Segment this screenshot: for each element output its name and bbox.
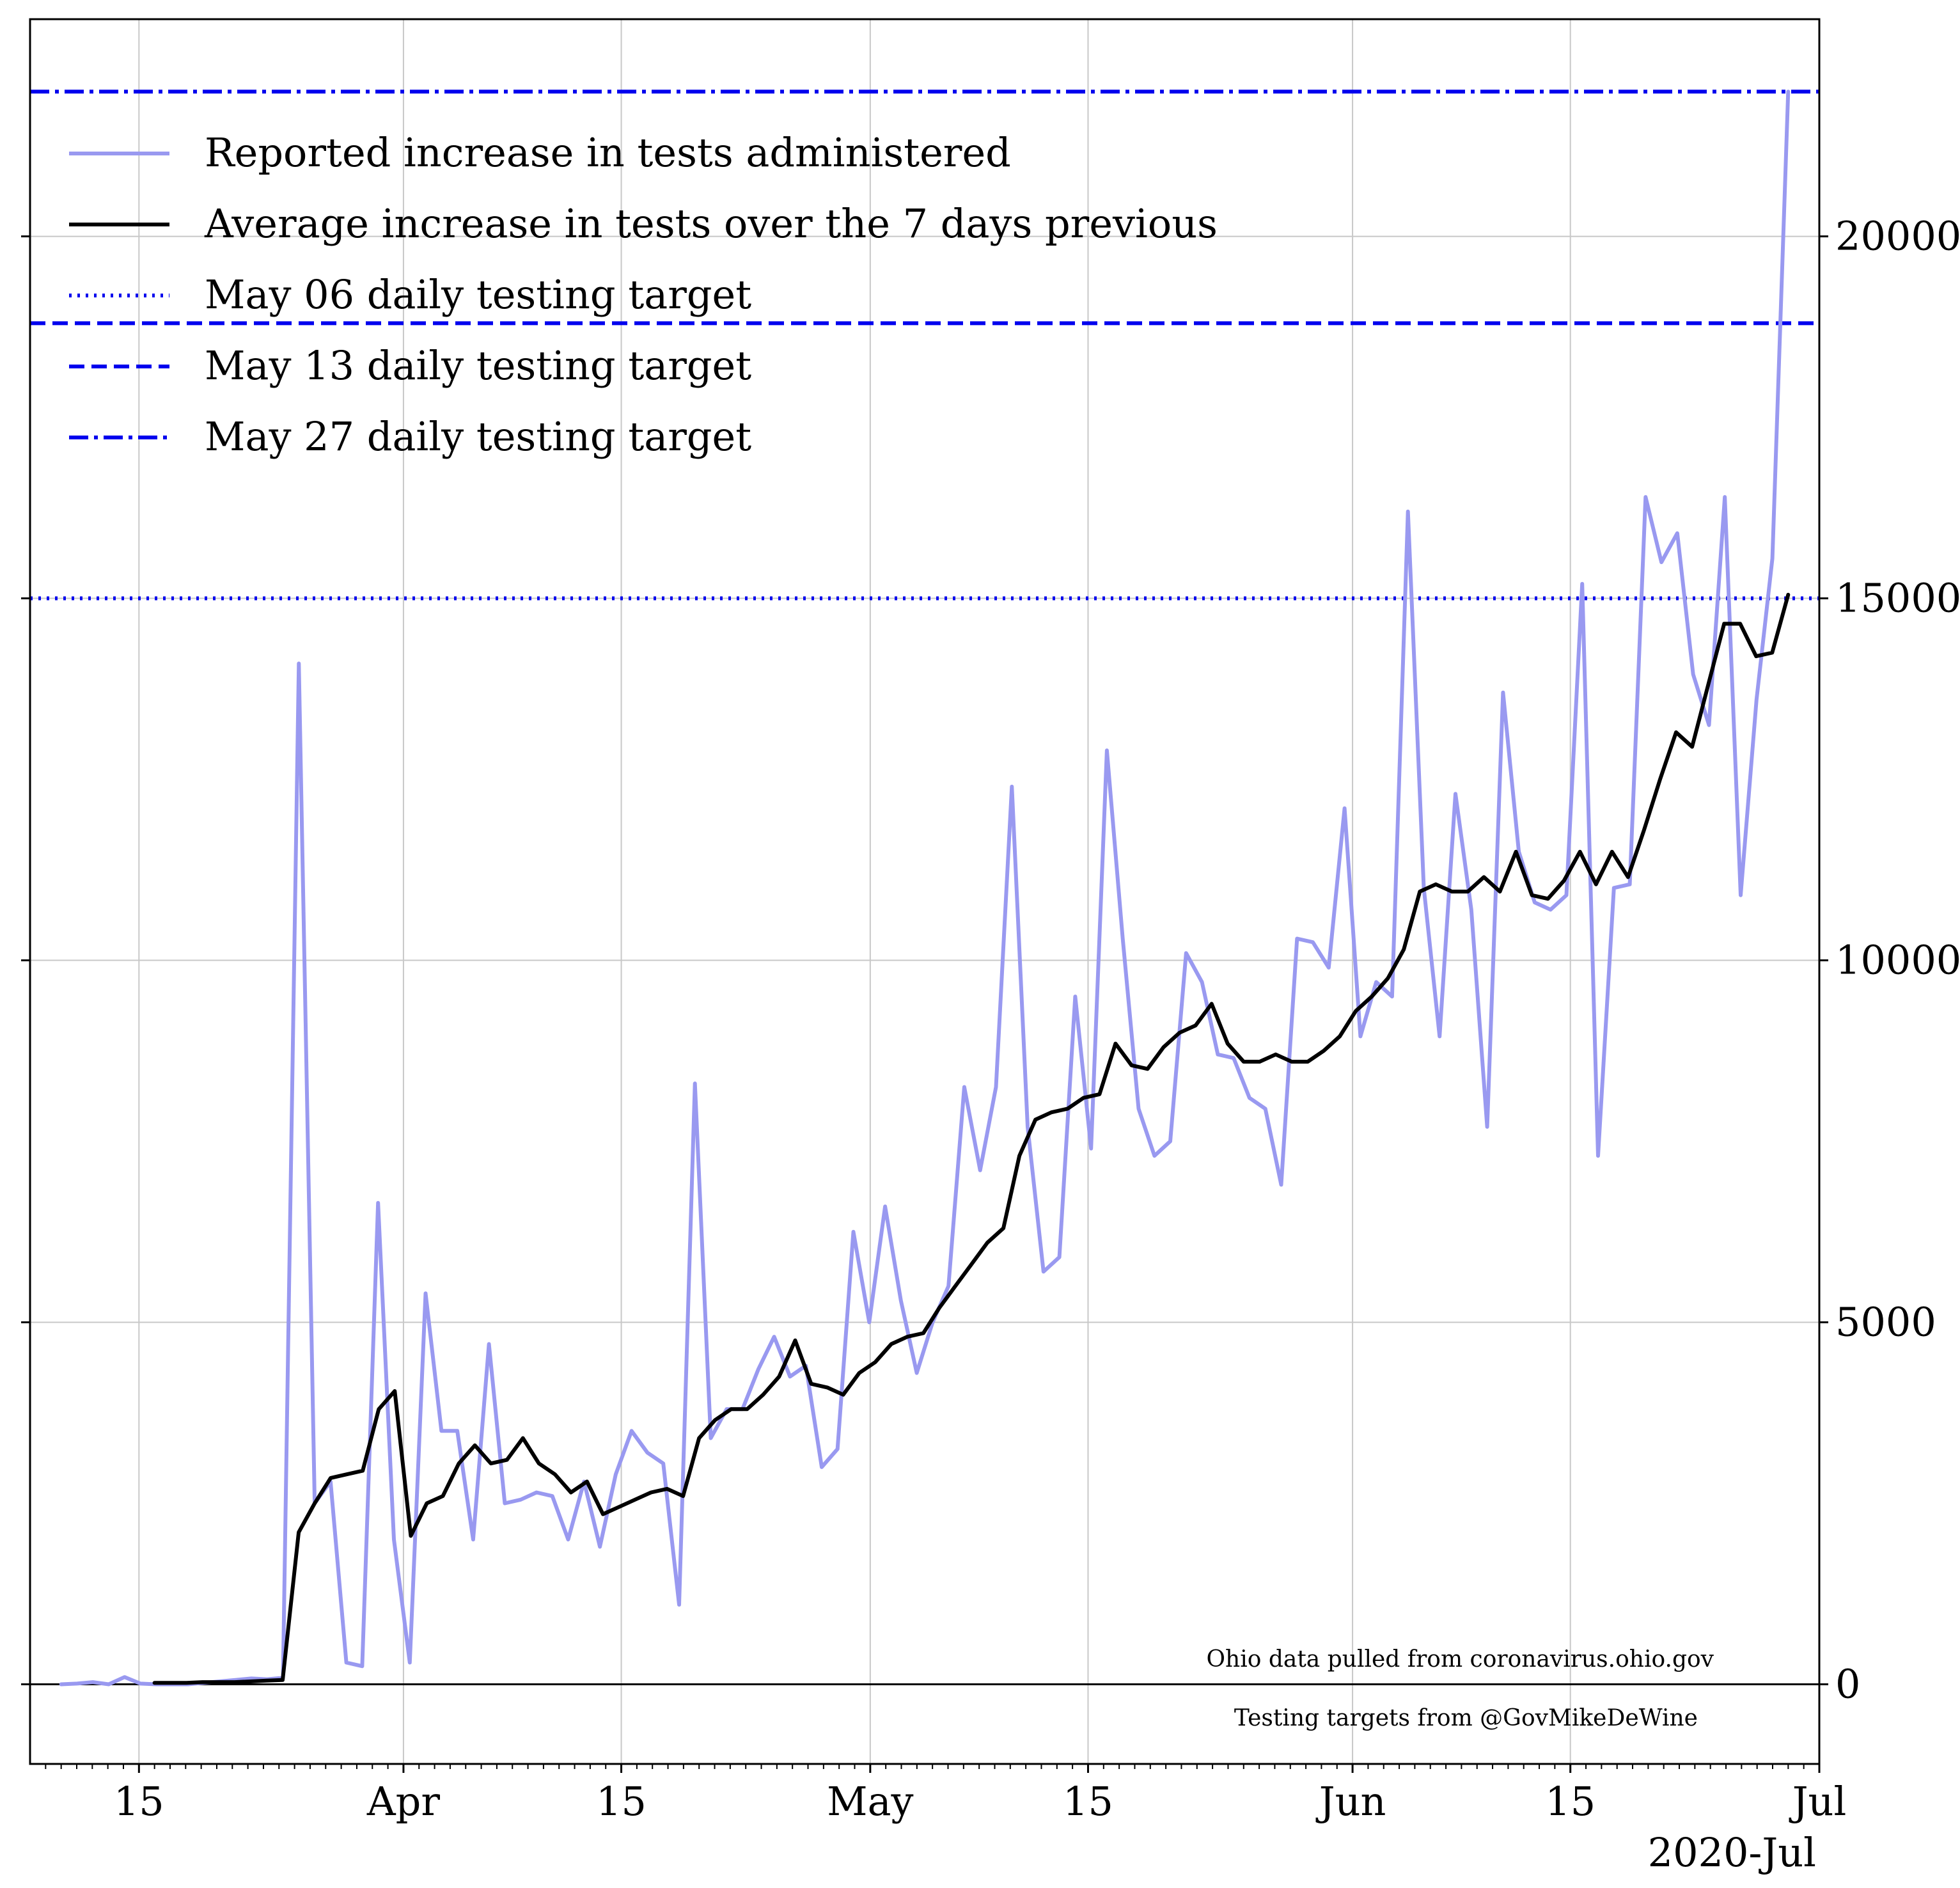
legend-label: Reported increase in tests administered: [205, 129, 1011, 176]
y-tick-label: 15000: [1835, 575, 1960, 622]
y-tick-label: 5000: [1835, 1299, 1936, 1346]
x-tick-label: Apr: [366, 1778, 440, 1825]
legend: Reported increase in tests administered A…: [69, 129, 1218, 460]
seven-day-average-line: [152, 592, 1791, 1685]
y-tick-label: 20000: [1835, 213, 1960, 260]
x-tick-label: May: [827, 1778, 913, 1825]
reference-lines: [30, 90, 1819, 601]
source-note: Testing targets from @GovMikeDeWine: [1234, 1705, 1698, 1731]
x-tick-label: 15: [114, 1778, 164, 1825]
x-tick-label: Jul: [1789, 1778, 1847, 1825]
source-note: Ohio data pulled from coronavirus.ohio.g…: [1207, 1646, 1714, 1672]
legend-label: Average increase in tests over the 7 day…: [204, 200, 1218, 247]
x-offset-label: 2020-Jul: [1648, 1829, 1816, 1876]
x-tick-label: Jun: [1315, 1778, 1386, 1825]
y-tick-label: 0: [1835, 1660, 1860, 1707]
x-tick-label: 15: [1063, 1778, 1113, 1825]
x-tick-label: 15: [1545, 1778, 1595, 1825]
annotations: Ohio data pulled from coronavirus.ohio.g…: [1207, 1646, 1714, 1731]
series: [59, 90, 1791, 1687]
plot-frame: [29, 18, 1821, 1765]
x-tick-label: 15: [596, 1778, 647, 1825]
legend-label: May 06 daily testing target: [205, 271, 751, 318]
y-tick-label: 10000: [1835, 937, 1960, 984]
legend-label: May 27 daily testing target: [205, 413, 751, 460]
legend-label: May 13 daily testing target: [205, 342, 751, 389]
reported-tests-line: [59, 90, 1791, 1687]
